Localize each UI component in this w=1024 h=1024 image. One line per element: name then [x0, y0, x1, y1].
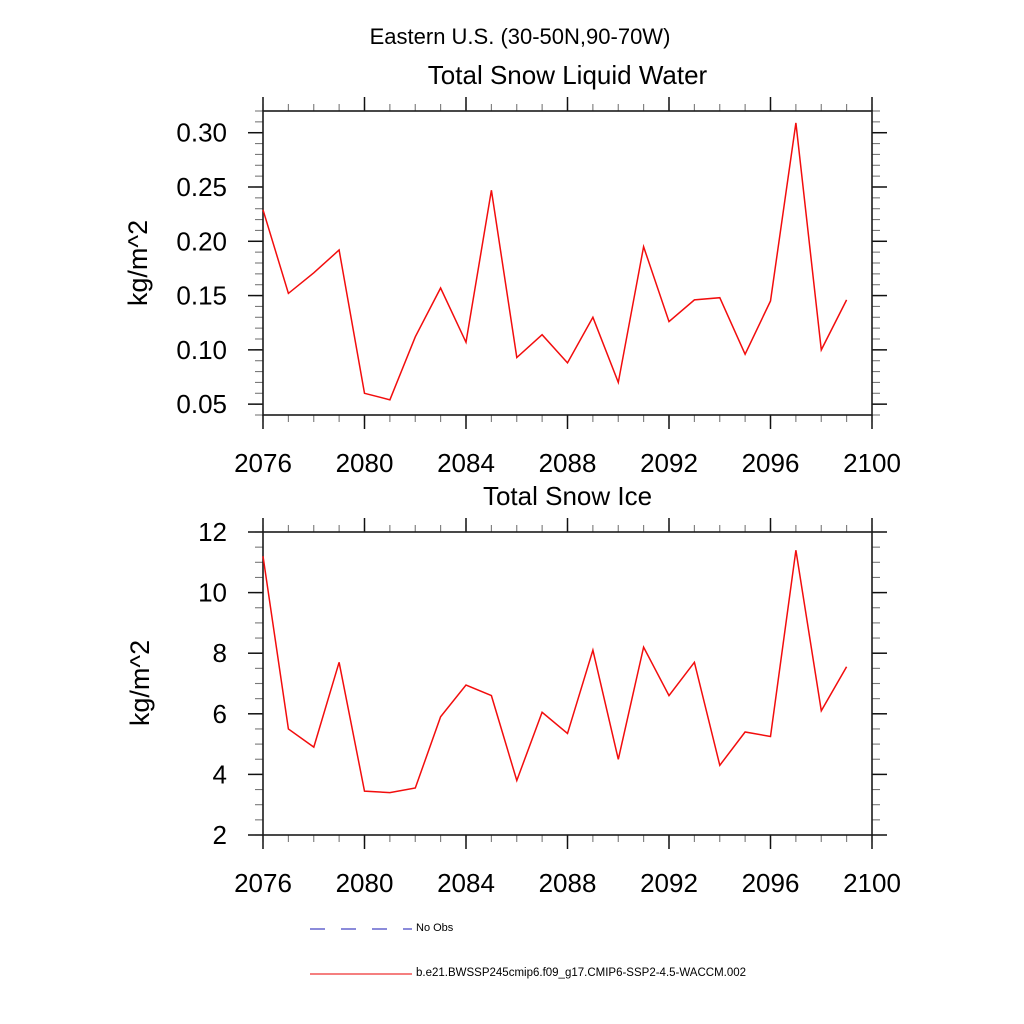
top-chart-x-tick-label: 2100 [843, 448, 901, 478]
top-chart-y-tick-label: 0.25 [176, 172, 227, 202]
top-chart-x-tick-label: 2088 [539, 448, 597, 478]
top-chart-x-tick-label: 2092 [640, 448, 698, 478]
top-chart-y-tick-label: 0.05 [176, 389, 227, 419]
top-chart-y-tick-label: 0.15 [176, 281, 227, 311]
bottom-chart-x-tick-label: 2096 [742, 868, 800, 898]
bottom-chart-x-tick-label: 2100 [843, 868, 901, 898]
top-chart-x-tick-label: 2096 [742, 448, 800, 478]
top-chart-x-tick-label: 2084 [437, 448, 495, 478]
bottom-chart-x-tick-label: 2076 [234, 868, 292, 898]
top-chart-x-tick-label: 2080 [336, 448, 394, 478]
top-chart-data-line [262, 122, 848, 401]
top-chart-y-tick-label: 0.30 [176, 118, 227, 148]
legend-model-label: b.e21.BWSSP245cmip6.f09_g17.CMIP6-SSP2-4… [416, 967, 747, 979]
top-chart-y-tick-label: 0.10 [176, 335, 227, 365]
bottom-chart-x-tick-label: 2084 [437, 868, 495, 898]
page-title: Eastern U.S. (30-50N,90-70W) [369, 24, 671, 49]
bottom-chart-x-tick-label: 2092 [640, 868, 698, 898]
bottom-chart-data-line [262, 550, 848, 794]
bottom-chart-y-tick-label: 6 [213, 699, 227, 729]
legend-noobs-label: No Obs [416, 922, 454, 934]
bottom-chart-y-tick-label: 10 [198, 578, 227, 608]
bottom-chart-title: Total Snow Ice [482, 481, 653, 511]
bottom-chart-y-tick-label: 4 [213, 759, 227, 789]
bottom-chart-y-tick-label: 2 [213, 820, 227, 850]
bottom-chart-y-tick-label: 12 [198, 517, 227, 547]
top-chart-title: Total Snow Liquid Water [427, 60, 708, 90]
top-chart-y-tick-label: 0.20 [176, 226, 227, 256]
bottom-chart-x-tick-label: 2088 [539, 868, 597, 898]
bottom-chart-x-tick-label: 2080 [336, 868, 394, 898]
top-chart-frame [262, 110, 873, 416]
top-chart-x-tick-label: 2076 [234, 448, 292, 478]
bottom-chart-frame [262, 531, 873, 836]
bottom-chart-y-tick-label: 8 [213, 638, 227, 668]
